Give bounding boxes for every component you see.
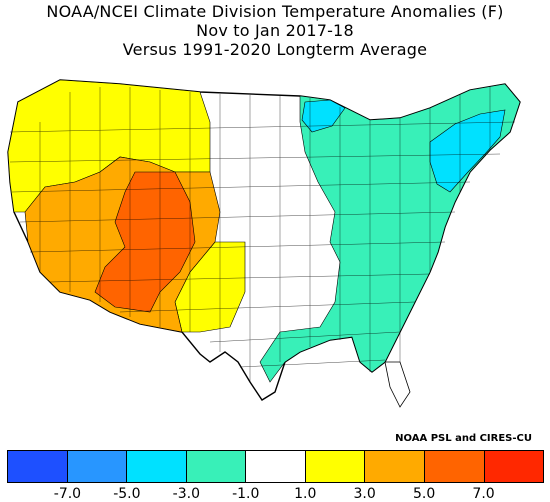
- legend-bin-3: [186, 451, 247, 482]
- division-lines: [9, 86, 516, 382]
- legend-bin-8: [484, 451, 544, 482]
- legend-ticks: -7.0 -5.0 -3.0 -1.0 1.0 3.0 5.0 7.0: [7, 483, 544, 502]
- legend-tick-label: -1.0: [232, 486, 260, 502]
- legend-bar: [7, 450, 544, 483]
- legend-tick-label: -5.0: [113, 486, 141, 502]
- color-legend: -7.0 -5.0 -3.0 -1.0 1.0 3.0 5.0 7.0: [7, 450, 544, 502]
- title-block: NOAA/NCEI Climate Division Temperature A…: [0, 2, 550, 59]
- region-four-corners: [94, 171, 196, 313]
- legend-bin-7: [424, 451, 485, 482]
- legend-tick-label: 3.0: [353, 486, 376, 502]
- legend-bin-6: [365, 451, 425, 482]
- us-climate-division-map: [0, 62, 550, 422]
- map-svg: [7, 79, 521, 408]
- legend-tick-label: -7.0: [53, 486, 82, 502]
- map-period: Nov to Jan 2017-18: [196, 21, 354, 40]
- legend-tick-label: -3.0: [172, 486, 200, 502]
- legend-bin-2: [127, 451, 187, 482]
- region-florida: [384, 361, 411, 408]
- legend-tick-label: 7.0: [472, 486, 495, 502]
- legend-tick-label: 1.0: [294, 486, 317, 502]
- legend-bin-5: [305, 451, 366, 482]
- legend-tick-label: 5.0: [412, 486, 436, 502]
- legend-bin-1: [67, 451, 128, 482]
- region-northern-minnesota: [301, 99, 346, 133]
- data-credit: NOAA PSL and CIRES-CU: [395, 433, 532, 444]
- map-baseline: Versus 1991-2020 Longterm Average: [122, 40, 428, 59]
- map-title: NOAA/NCEI Climate Division Temperature A…: [46, 2, 504, 21]
- legend-bin-4: [246, 451, 306, 482]
- legend-bin-0: [8, 451, 68, 482]
